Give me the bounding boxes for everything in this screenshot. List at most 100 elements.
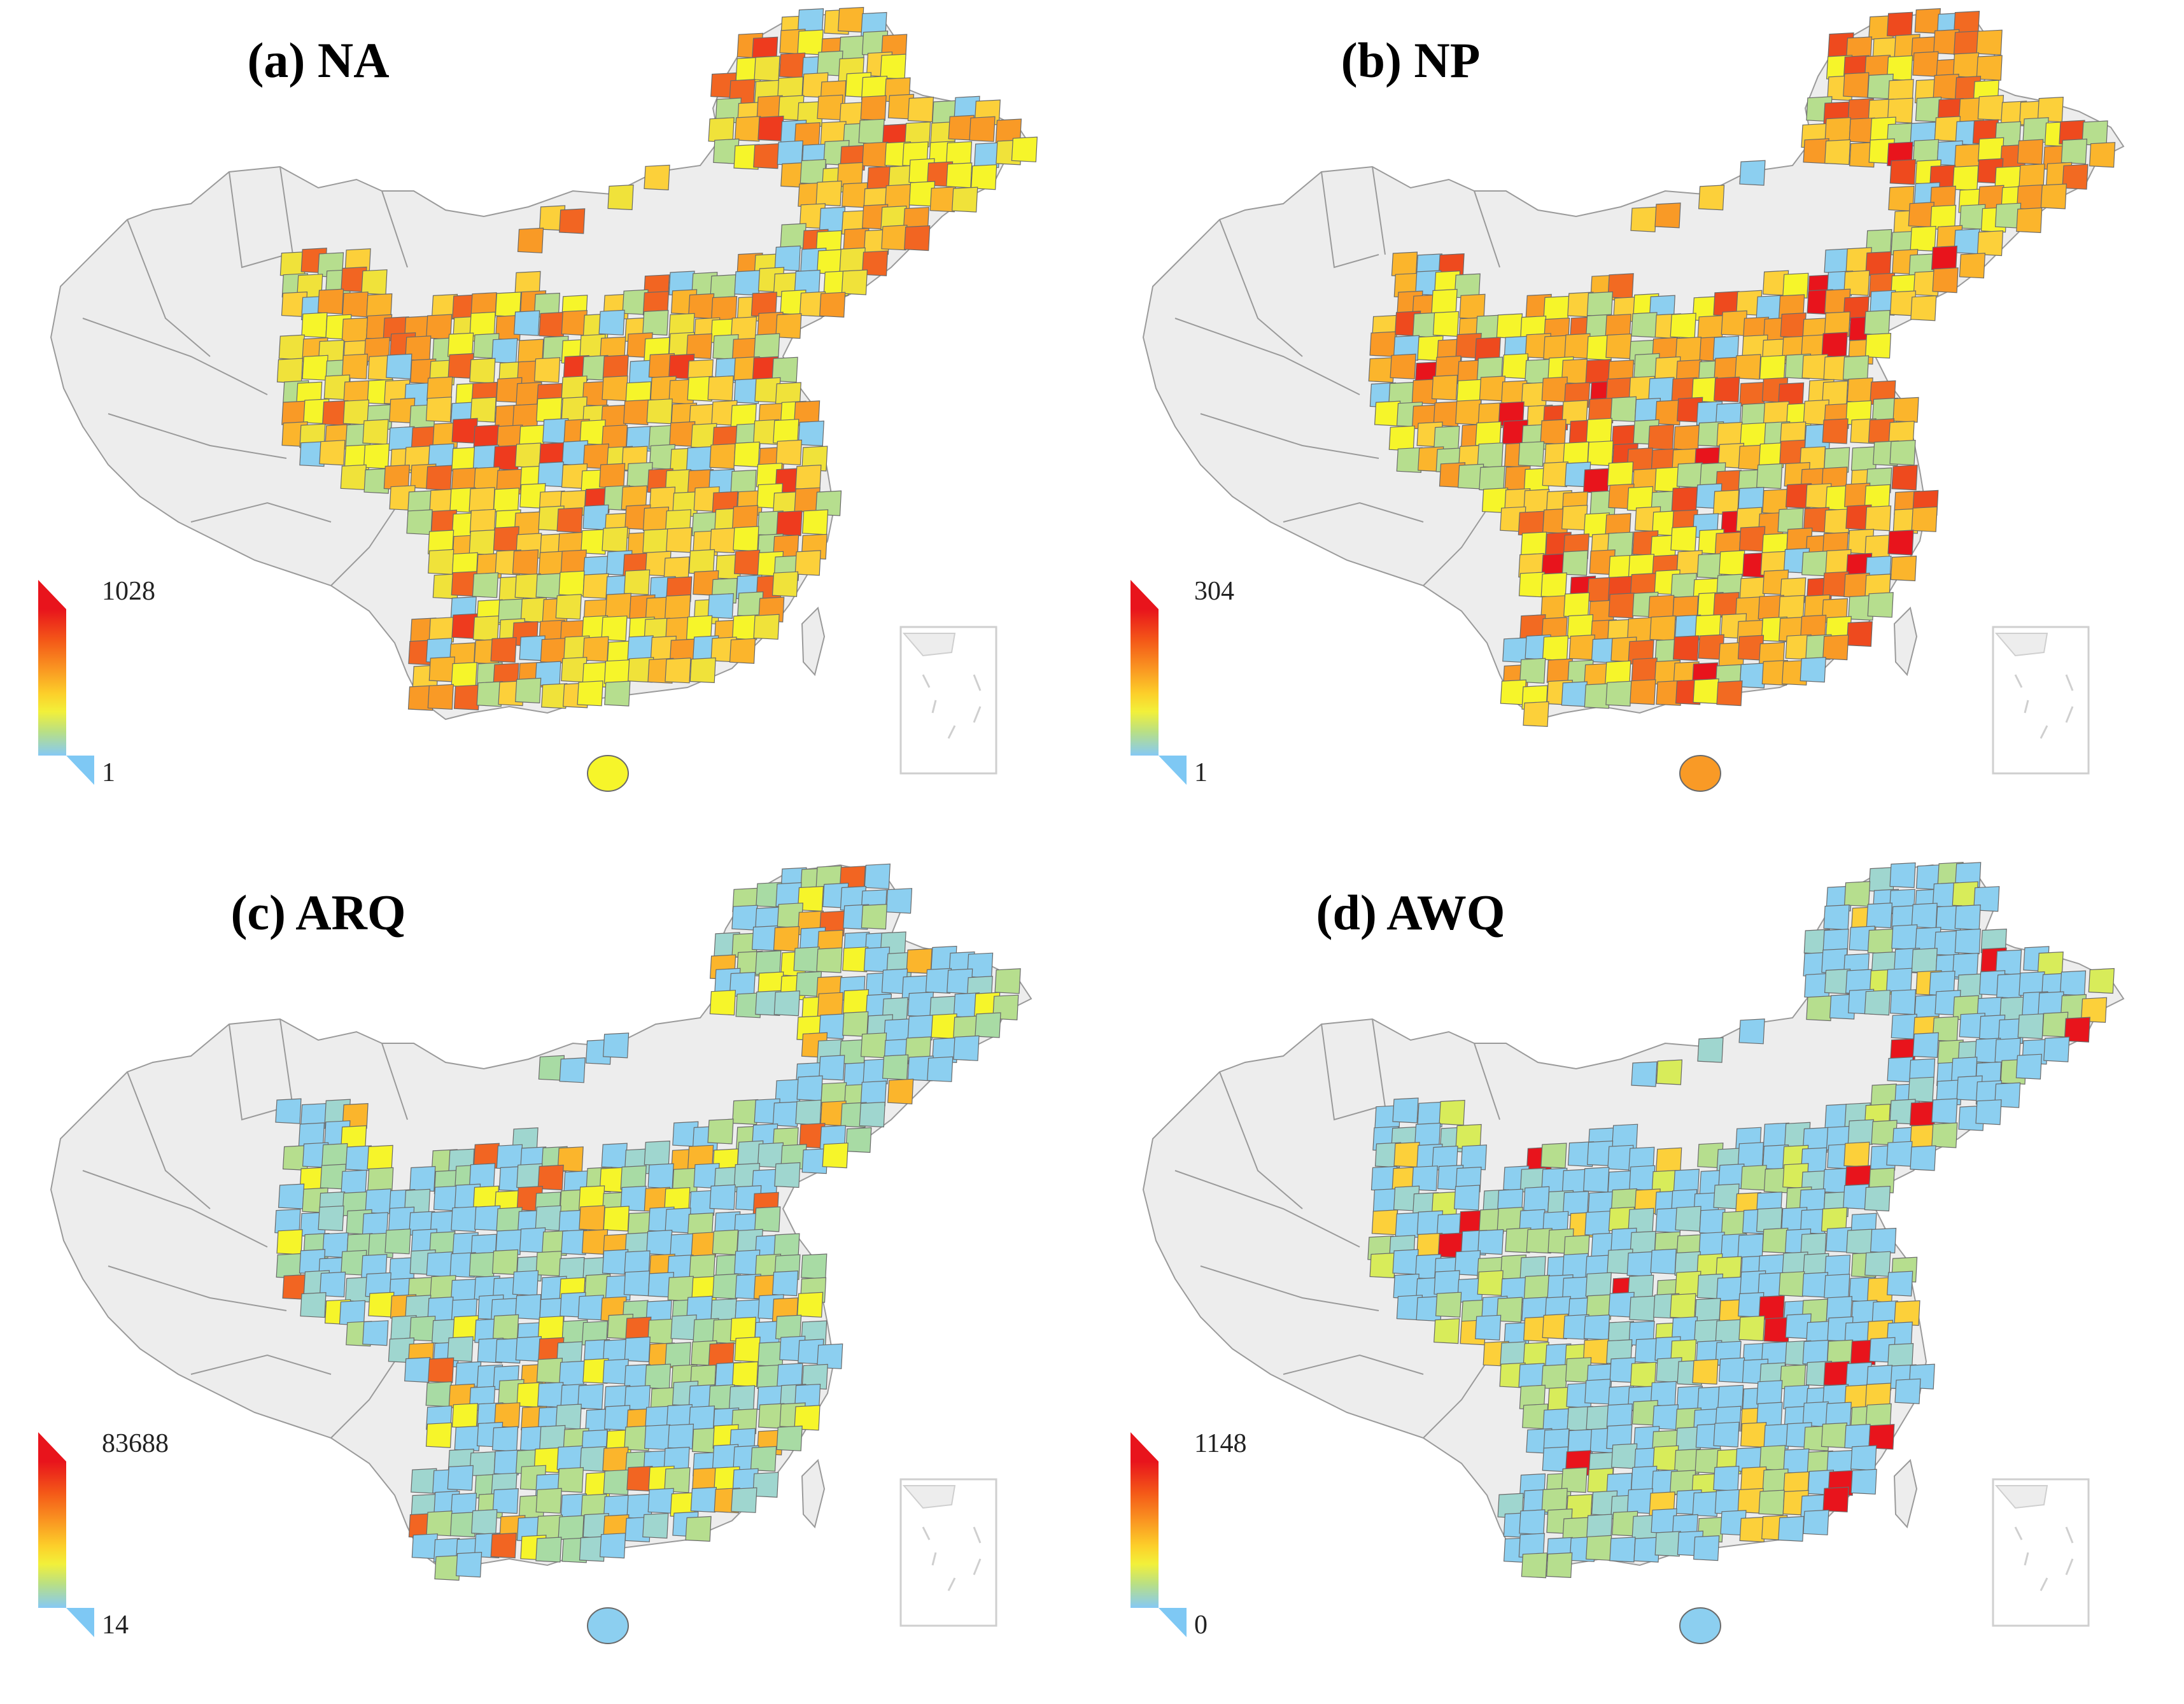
province-border	[1219, 1071, 1303, 1209]
prefecture-region	[845, 1127, 872, 1153]
prefecture-region	[729, 638, 756, 664]
prefecture-region	[1568, 634, 1595, 661]
prefecture-region	[1761, 659, 1788, 686]
legend-max-arrow	[1131, 1432, 1159, 1461]
prefecture-region	[1850, 1445, 1877, 1471]
prefecture-region	[515, 1335, 542, 1362]
prefecture-region	[2064, 1017, 2090, 1043]
prefecture-region	[1607, 461, 1634, 488]
prefecture-region	[1523, 1274, 1551, 1301]
prefecture-region	[535, 1537, 562, 1563]
province-border	[1283, 502, 1424, 523]
legend-min-arrow	[66, 756, 94, 785]
prefecture-region	[1886, 11, 1913, 38]
prefecture-region	[278, 1183, 305, 1209]
prefecture-region	[449, 1252, 476, 1278]
panel-d: (d) AWQ 1148 0	[1092, 852, 2184, 1704]
prefecture-region	[1737, 1142, 1765, 1168]
prefecture-region	[1801, 551, 1828, 577]
prefecture-region	[1583, 468, 1610, 494]
prefecture-region	[644, 1424, 671, 1451]
prefecture-region	[801, 1253, 828, 1279]
prefecture-region	[2042, 1011, 2069, 1038]
prefecture-region	[2059, 970, 2087, 996]
prefecture-region	[817, 992, 844, 1018]
prefecture-region	[708, 117, 735, 143]
prefecture-region	[1843, 1141, 1870, 1167]
prefecture-region	[685, 1516, 712, 1542]
prefecture-region	[994, 968, 1021, 994]
prefecture-region	[1719, 550, 1745, 576]
prefecture-region	[1842, 355, 1870, 381]
prefecture-region	[817, 249, 843, 275]
prefecture-region	[342, 292, 369, 318]
prefecture-region	[1912, 1032, 1939, 1059]
prefecture-region	[579, 1205, 605, 1231]
prefecture-region	[1911, 506, 1938, 532]
prefecture-region	[734, 270, 761, 296]
inset-nine-dash-line	[922, 1526, 982, 1591]
legend-min-label: 0	[1194, 1610, 1208, 1640]
prefecture-region	[302, 355, 328, 381]
prefecture-region	[1758, 442, 1786, 468]
prefecture-region	[1388, 425, 1415, 451]
prefecture-region	[860, 1032, 887, 1059]
prefecture-region	[1803, 1509, 1829, 1535]
prefecture-region	[1502, 637, 1529, 663]
prefecture-region	[1583, 1314, 1610, 1341]
color-legend: 304 1	[1124, 576, 1315, 792]
prefecture-region	[490, 1532, 517, 1559]
prefecture-region	[1976, 230, 2004, 257]
prefecture-region	[1846, 1229, 1873, 1255]
island-taiwan	[1893, 607, 1918, 677]
prefecture-region	[755, 950, 782, 976]
prefecture-region	[1649, 615, 1676, 642]
prefecture-region	[733, 378, 761, 404]
prefecture-region	[796, 1292, 824, 1318]
prefecture-region	[754, 333, 780, 359]
prefecture-region	[647, 1163, 674, 1189]
panel-title: (c) ARQ	[230, 885, 406, 940]
prefecture-region	[1756, 295, 1782, 321]
prefecture-region	[1630, 679, 1656, 705]
prefecture-region	[319, 1271, 346, 1298]
prefecture-cells	[1367, 862, 2115, 1579]
prefecture-region	[624, 1336, 651, 1363]
province-border	[381, 1043, 408, 1120]
prefecture-region	[1496, 1297, 1523, 1323]
prefecture-region	[2022, 117, 2049, 143]
legend-max-label: 304	[1194, 577, 1234, 606]
prefecture-region	[795, 464, 822, 491]
prefecture-region	[1584, 1211, 1611, 1237]
prefecture-region	[340, 464, 367, 490]
prefecture-region	[556, 507, 583, 533]
prefecture-region	[2089, 142, 2116, 168]
prefecture-region	[558, 570, 585, 596]
inset-coast	[902, 1485, 956, 1509]
prefecture-region	[1699, 1209, 1726, 1235]
prefecture-region	[691, 1232, 717, 1258]
prefecture-region	[1609, 1537, 1636, 1563]
prefecture-region	[451, 1206, 477, 1232]
prefecture-region	[1540, 1143, 1567, 1169]
prefecture-region	[712, 1229, 739, 1255]
prefecture-region	[1739, 160, 1766, 186]
prefecture-region	[535, 573, 562, 599]
prefecture-region	[816, 947, 843, 973]
color-legend: 83688 14	[32, 1428, 223, 1645]
prefecture-region	[559, 208, 586, 234]
prefecture-region	[469, 1451, 496, 1477]
prefecture-region	[733, 144, 760, 170]
prefecture-region	[427, 684, 454, 710]
prefecture-region	[341, 1169, 367, 1195]
prefecture-region	[476, 681, 503, 707]
prefecture-region	[493, 1449, 520, 1475]
prefecture-region	[1824, 139, 1851, 165]
prefecture-region	[598, 309, 625, 335]
prefecture-region	[407, 685, 435, 711]
province-border	[381, 190, 408, 268]
prefecture-region	[1887, 530, 1914, 556]
prefecture-region	[561, 1229, 588, 1255]
prefecture-region	[602, 1446, 629, 1472]
prefecture-region	[776, 510, 803, 537]
